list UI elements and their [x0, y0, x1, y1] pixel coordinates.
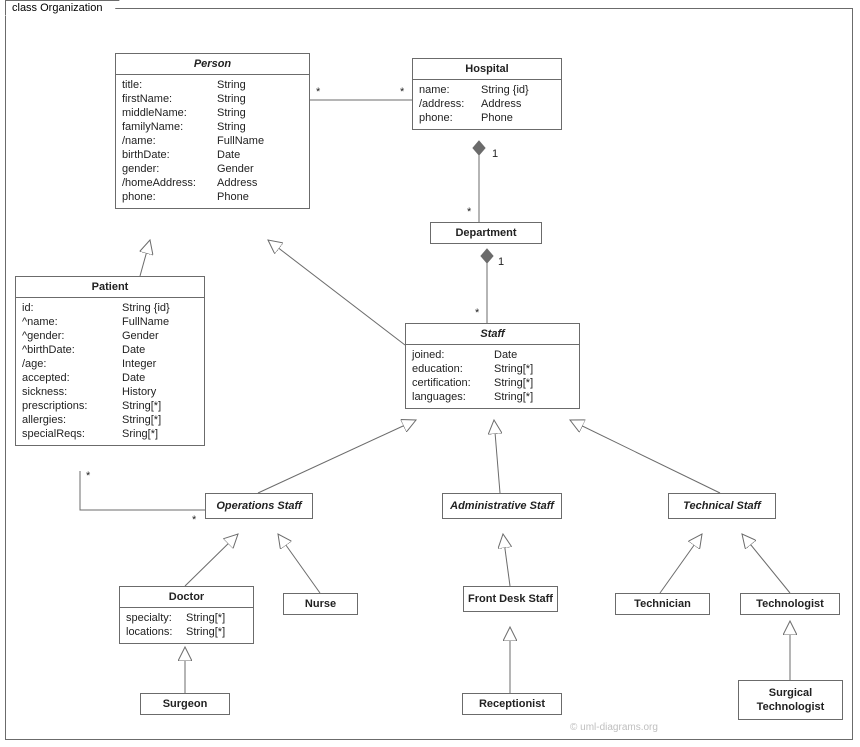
- class-title-patient: Patient: [16, 277, 204, 298]
- mult-patient-ops-right: *: [192, 514, 196, 526]
- mult-person-hospital-left: *: [316, 86, 320, 98]
- class-title-front-desk-staff: Front Desk Staff: [464, 587, 557, 611]
- class-title-nurse: Nurse: [284, 594, 357, 614]
- class-patient: Patient id:String {id} ^name:FullName ^g…: [15, 276, 205, 446]
- class-title-receptionist: Receptionist: [463, 694, 561, 714]
- class-front-desk-staff: Front Desk Staff: [463, 586, 558, 612]
- class-surgical-technologist: Surgical Technologist: [738, 680, 843, 720]
- class-nurse: Nurse: [283, 593, 358, 615]
- class-title-technologist: Technologist: [741, 594, 839, 614]
- class-body-person: title:String firstName:String middleName…: [116, 75, 309, 208]
- class-title-administrative-staff: Administrative Staff: [443, 494, 561, 518]
- mult-dept-staff-bottom: *: [475, 307, 479, 319]
- class-title-hospital: Hospital: [413, 59, 561, 80]
- mult-person-hospital-right: *: [400, 86, 404, 98]
- uml-canvas: class Organization: [0, 0, 860, 747]
- mult-patient-ops-left: *: [86, 470, 90, 482]
- mult-hospital-dept-bottom: *: [467, 206, 471, 218]
- class-technician: Technician: [615, 593, 710, 615]
- class-hospital: Hospital name:String {id} /address:Addre…: [412, 58, 562, 130]
- class-operations-staff: Operations Staff: [205, 493, 313, 519]
- class-department: Department: [430, 222, 542, 244]
- class-title-technician: Technician: [616, 594, 709, 614]
- class-technologist: Technologist: [740, 593, 840, 615]
- class-body-doctor: specialty:String[*] locations:String[*]: [120, 608, 253, 643]
- class-body-patient: id:String {id} ^name:FullName ^gender:Ge…: [16, 298, 204, 445]
- class-technical-staff: Technical Staff: [668, 493, 776, 519]
- class-administrative-staff: Administrative Staff: [442, 493, 562, 519]
- class-staff: Staff joined:Date education:String[*] ce…: [405, 323, 580, 409]
- class-body-staff: joined:Date education:String[*] certific…: [406, 345, 579, 408]
- class-title-doctor: Doctor: [120, 587, 253, 608]
- watermark: © uml-diagrams.org: [570, 722, 658, 733]
- class-title-surgeon: Surgeon: [141, 694, 229, 714]
- class-title-staff: Staff: [406, 324, 579, 345]
- mult-dept-staff-top: 1: [498, 256, 504, 268]
- class-title-department: Department: [431, 223, 541, 243]
- class-title-technical-staff: Technical Staff: [669, 494, 775, 518]
- class-person: Person title:String firstName:String mid…: [115, 53, 310, 209]
- class-surgeon: Surgeon: [140, 693, 230, 715]
- class-doctor: Doctor specialty:String[*] locations:Str…: [119, 586, 254, 644]
- mult-hospital-dept-top: 1: [492, 148, 498, 160]
- frame-label: class Organization: [5, 0, 120, 16]
- class-title-operations-staff: Operations Staff: [206, 494, 312, 518]
- class-title-surgical-technologist: Surgical Technologist: [739, 681, 842, 719]
- class-title-person: Person: [116, 54, 309, 75]
- class-receptionist: Receptionist: [462, 693, 562, 715]
- class-body-hospital: name:String {id} /address:Address phone:…: [413, 80, 561, 129]
